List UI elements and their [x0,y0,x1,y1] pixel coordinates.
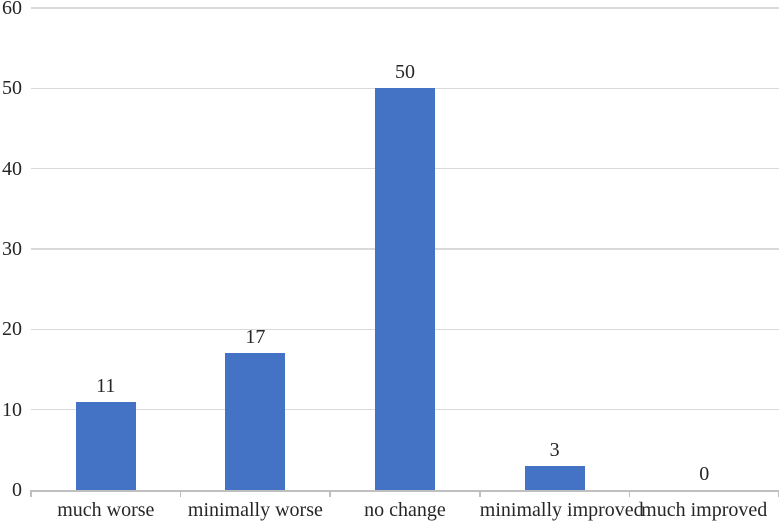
x-axis-label-no-change: no change [364,499,446,521]
data-label-minimally-improved: 3 [549,438,560,461]
x-axis-tick [479,490,481,497]
bar-minimally-worse [225,353,286,490]
bar-no-change [375,88,435,490]
x-axis-line [31,490,779,492]
x-axis-label-minimally-worse: minimally worse [187,499,323,521]
x-axis-tick [329,490,331,497]
y-axis-label-50: 50 [2,77,22,100]
bar-minimally-improved [524,465,585,490]
x-axis-tick [30,490,32,497]
y-axis-label-0: 0 [12,479,22,501]
x-axis-tick [628,490,631,497]
gridline-60 [31,7,779,9]
data-label-no-change: 50 [394,61,415,84]
y-axis-label-30: 30 [2,238,22,260]
y-axis-label-40: 40 [2,157,22,180]
x-axis-label-minimally-improved: minimally improved [479,499,644,521]
y-axis-label-20: 20 [2,318,22,341]
data-label-much-improved: 0 [699,463,710,485]
x-axis-tick [179,490,182,497]
bar-much-worse [75,401,136,490]
x-axis-label-much-worse: much worse [57,499,155,521]
data-label-much-worse: 11 [96,374,116,397]
data-label-minimally-worse: 17 [245,326,266,349]
x-axis-label-much-improved: much improved [641,499,768,521]
y-axis-label-60: 60 [2,0,22,19]
y-axis-label-10: 10 [2,398,22,421]
